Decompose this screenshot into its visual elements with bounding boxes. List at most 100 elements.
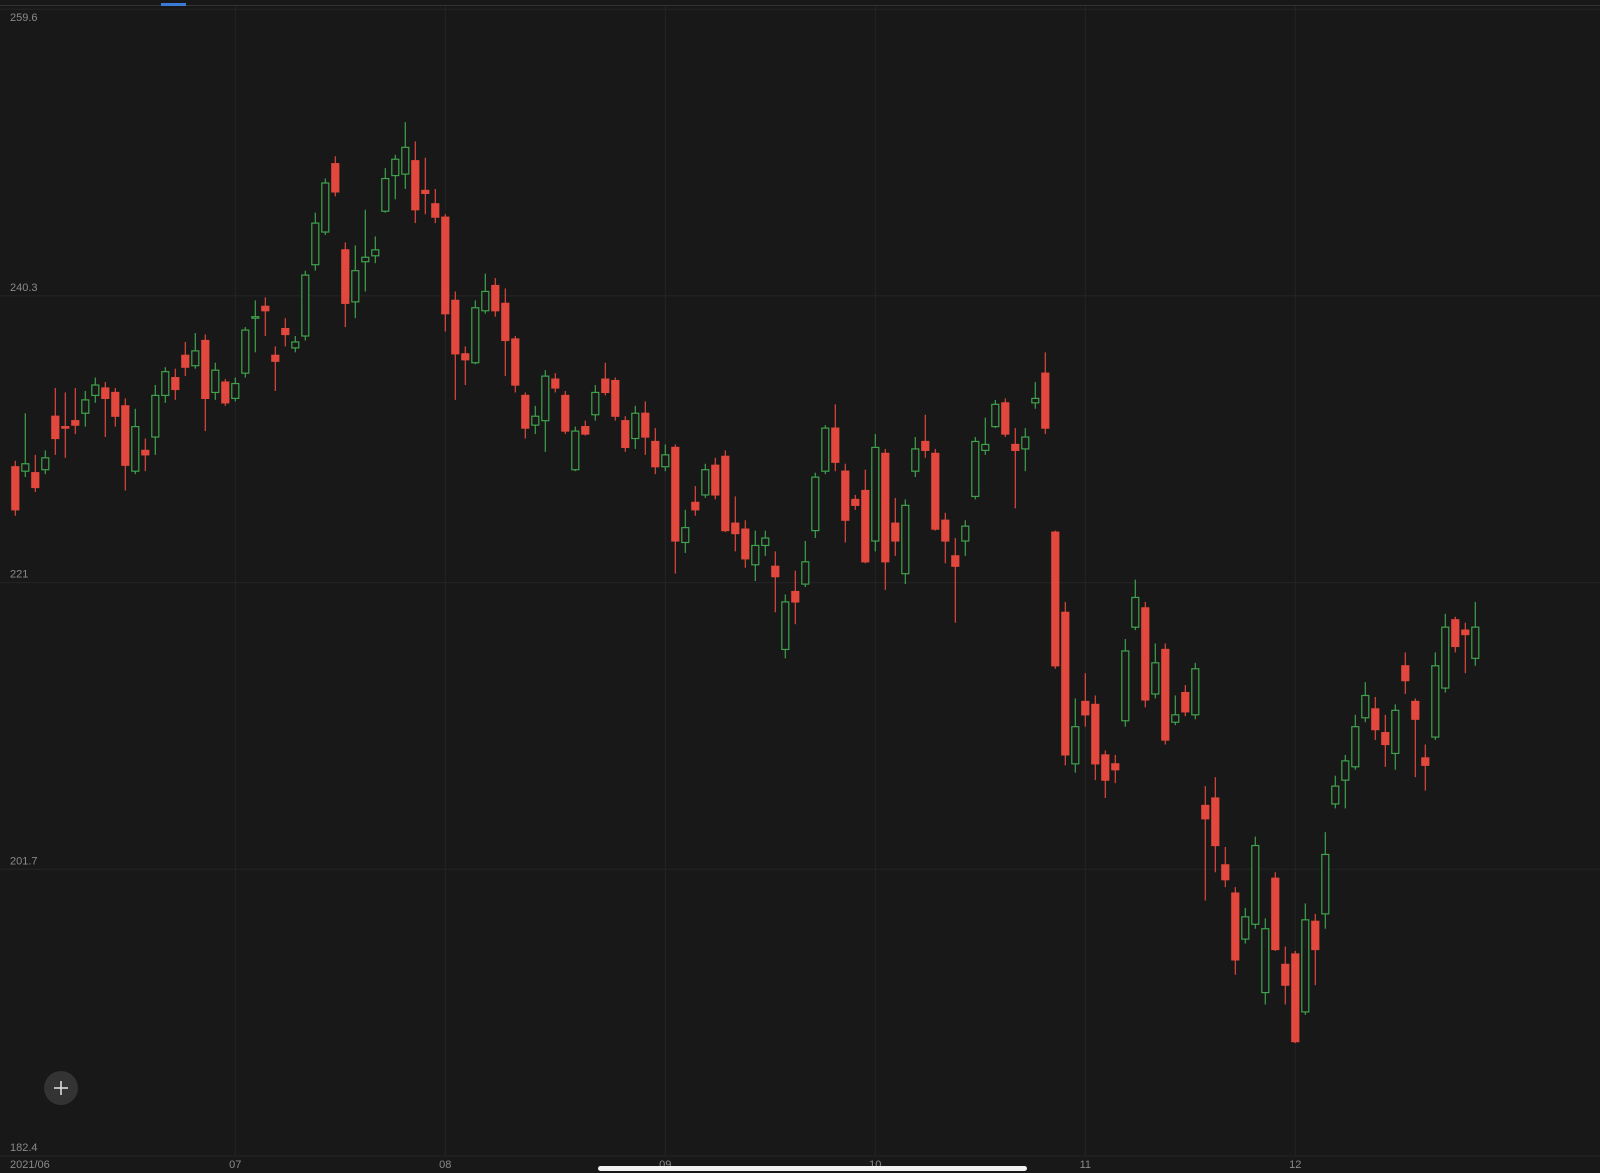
candle-body [1331,785,1340,805]
candle-body [1041,372,1050,429]
candle-body [1441,626,1450,689]
candle-body [171,377,180,391]
candle-body [1191,668,1200,716]
candle-body [521,394,530,429]
candle-body [551,378,560,389]
candle-body [1411,700,1420,720]
candle-body [1271,877,1280,951]
candle-body [111,391,120,417]
candle-body [941,519,950,542]
candle-body [431,203,440,218]
candle-body [811,476,820,532]
candle-body [1021,436,1030,450]
candle-body [61,426,70,429]
candle-body [351,270,360,303]
candle-body [1031,397,1040,404]
candle-body [41,457,50,471]
candle-body [21,463,30,472]
candle-body [1011,443,1020,451]
candle-body [1121,650,1130,722]
candle-body [761,537,770,547]
candle-body [661,454,670,468]
candle-body [1161,648,1170,741]
x-tick-label: 12 [1289,1159,1301,1171]
candle-body [711,464,720,496]
candle-body [1431,665,1440,738]
candle-body [371,249,380,257]
candle-body [1341,760,1350,781]
candle-body [381,177,390,212]
candle-body [1301,919,1310,1013]
candle-body [151,394,160,438]
candle-body [731,522,740,535]
candle-body [71,420,80,426]
candle-body [1311,920,1320,951]
candle-body [1081,700,1090,716]
candle-body [861,489,870,563]
candle-body [1091,703,1100,765]
candle-body [1051,531,1060,667]
candle-body [411,160,420,211]
add-button[interactable] [44,1071,78,1105]
candle-body [211,369,220,394]
candle-body [931,452,940,530]
candle-body [11,466,20,511]
candle-body [921,440,930,451]
candle-body [801,561,810,585]
candle-body [1231,892,1240,961]
candle-body [951,555,960,567]
candle-body [131,426,140,472]
candle-body [181,354,190,368]
candle-body [691,501,700,511]
candle-body [101,387,110,399]
candle-body [991,403,1000,428]
candle-body [1451,619,1460,648]
home-indicator [598,1166,1027,1171]
candle-body [1151,662,1160,695]
candle-body [791,590,800,603]
candle-body [1111,763,1120,771]
y-tick-label: 240.3 [10,282,38,294]
candle-body [511,338,520,386]
candle-body [581,426,590,435]
candle-body [391,158,400,177]
candle-body [631,412,640,440]
candle-body [421,189,430,195]
candle-body [1131,596,1140,628]
x-tick-label: 11 [1080,1159,1091,1171]
candle-body [1371,708,1380,731]
candle-body [201,339,210,399]
candle-body [821,427,830,472]
candle-body [491,284,500,312]
candle-body [301,274,310,337]
candle-body [261,305,270,312]
candle-body [831,427,840,463]
candle-body [291,341,300,349]
candle-body [1321,853,1330,915]
candle-body [471,307,480,364]
candle-body [751,544,760,566]
candle-body [841,470,850,521]
candle-body [31,472,40,489]
x-tick-label: 08 [439,1159,451,1171]
candle-body [1421,757,1430,766]
candle-body [321,182,330,233]
candle-body [401,146,410,175]
y-tick-label: 182.4 [10,1142,38,1154]
candle-body [241,329,250,374]
candle-body [911,448,920,472]
candle-body [721,455,730,532]
candle-body [221,381,230,404]
candle-body [1471,626,1480,659]
candle-body [891,522,900,542]
candle-body [451,299,460,355]
candle-body [1391,709,1400,755]
candle-body [851,498,860,506]
candle-body [871,446,880,542]
candle-body [701,469,710,496]
candle-body [971,440,980,498]
candle-body [531,415,540,426]
y-tick-label: 201.7 [10,855,38,867]
